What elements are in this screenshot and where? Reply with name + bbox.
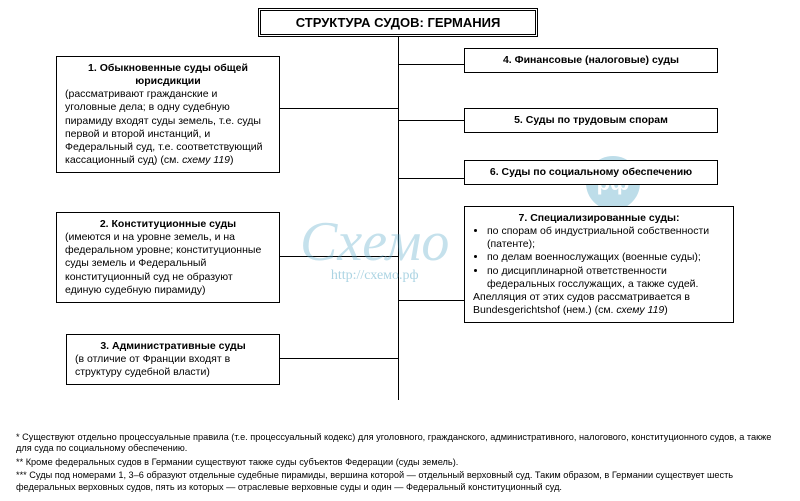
node-heading: 7. Специализированные суды: (473, 212, 725, 225)
node-administrative-courts: 3. Административные суды (в отличие от Ф… (66, 334, 280, 385)
diagram-title: СТРУКТУРА СУДОВ: ГЕРМАНИЯ (258, 8, 538, 37)
node-bullets: по спорам об индустриальной собственност… (487, 225, 725, 291)
bullet-item: по делам военнослужащих (военные суды); (487, 251, 725, 264)
node-body: (имеются и на уровне земель, и на федера… (65, 231, 261, 296)
branch-n3 (280, 358, 398, 359)
footnote-2: ** Кроме федеральных судов в Германии су… (16, 457, 784, 469)
bullet-item: по спорам об индустриальной собственност… (487, 225, 725, 251)
watermark-text: Схемо (300, 211, 449, 273)
watermark: Схемо http://схемо.рф (300, 210, 449, 284)
node-heading: 4. Финансовые (налоговые) суды (473, 54, 709, 67)
branch-n1 (280, 108, 398, 109)
node-heading: 5. Суды по трудовым спорам (473, 114, 709, 127)
node-heading: 6. Суды по социальному обеспечению (473, 166, 709, 179)
node-close: ) (230, 154, 234, 166)
node-financial-courts: 4. Финансовые (налоговые) суды (464, 48, 718, 73)
node-body: (в отличие от Франции входят в структуру… (75, 353, 230, 378)
node-constitutional-courts: 2. Конституционные суды (имеются и на ур… (56, 212, 280, 303)
node-specialized-courts: 7. Специализированные суды: по спорам об… (464, 206, 734, 323)
node-close: ) (664, 304, 668, 316)
bullet-item: по дисциплинарной ответственности федера… (487, 265, 725, 291)
title-text: СТРУКТУРА СУДОВ: ГЕРМАНИЯ (296, 15, 501, 30)
branch-n4 (398, 64, 464, 65)
node-ref: схему 119 (616, 304, 664, 316)
branch-n5 (398, 120, 464, 121)
footnotes: * Существуют отдельно процессуальные пра… (16, 432, 784, 496)
node-heading: 1. Обыкновенные суды общей юрисдикции (65, 62, 271, 88)
node-heading: 2. Конституционные суды (65, 218, 271, 231)
node-heading: 3. Административные суды (75, 340, 271, 353)
node-ref: схему 119 (182, 154, 230, 166)
watermark-url: http://схемо.рф (300, 268, 449, 284)
footnote-3: *** Суды под номерами 1, 3–6 образуют от… (16, 470, 784, 493)
node-labor-courts: 5. Суды по трудовым спорам (464, 108, 718, 133)
branch-n2 (280, 256, 398, 257)
branch-n7 (398, 300, 464, 301)
node-social-courts: 6. Суды по социальному обеспечению (464, 160, 718, 185)
trunk-line (398, 34, 399, 400)
node-ordinary-courts: 1. Обыкновенные суды общей юрисдикции (р… (56, 56, 280, 173)
branch-n6 (398, 178, 464, 179)
footnote-1: * Существуют отдельно процессуальные пра… (16, 432, 784, 455)
